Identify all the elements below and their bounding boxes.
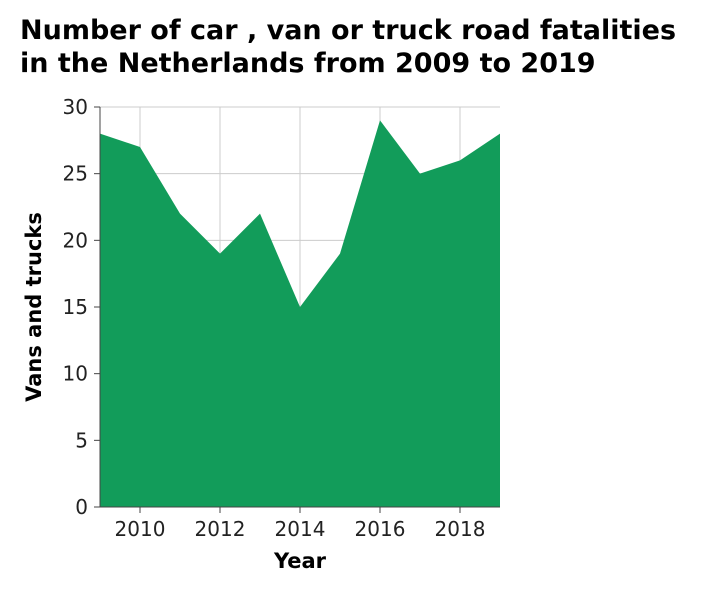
y-tick-label: 10 bbox=[63, 362, 88, 386]
y-axis-title: Vans and trucks bbox=[22, 212, 46, 402]
x-tick-label: 2014 bbox=[275, 517, 326, 541]
y-tick-label: 20 bbox=[63, 228, 88, 252]
x-tick-label: 2018 bbox=[435, 517, 486, 541]
y-axis-ticks: 0 5 10 15 20 25 30 bbox=[63, 95, 100, 519]
x-tick-label: 2012 bbox=[195, 517, 246, 541]
x-tick-label: 2016 bbox=[355, 517, 406, 541]
x-axis-title: Year bbox=[273, 549, 327, 573]
y-tick-label: 5 bbox=[75, 428, 88, 452]
y-tick-label: 25 bbox=[63, 162, 88, 186]
x-tick-label: 2010 bbox=[115, 517, 166, 541]
y-tick-label: 0 bbox=[75, 495, 88, 519]
chart-title: Number of car , van or truck road fatali… bbox=[20, 15, 677, 79]
y-tick-label: 15 bbox=[63, 295, 88, 319]
y-tick-label: 30 bbox=[63, 95, 88, 119]
area-series bbox=[100, 120, 500, 507]
x-axis-ticks: 2010 2012 2014 2016 2018 bbox=[115, 507, 486, 541]
